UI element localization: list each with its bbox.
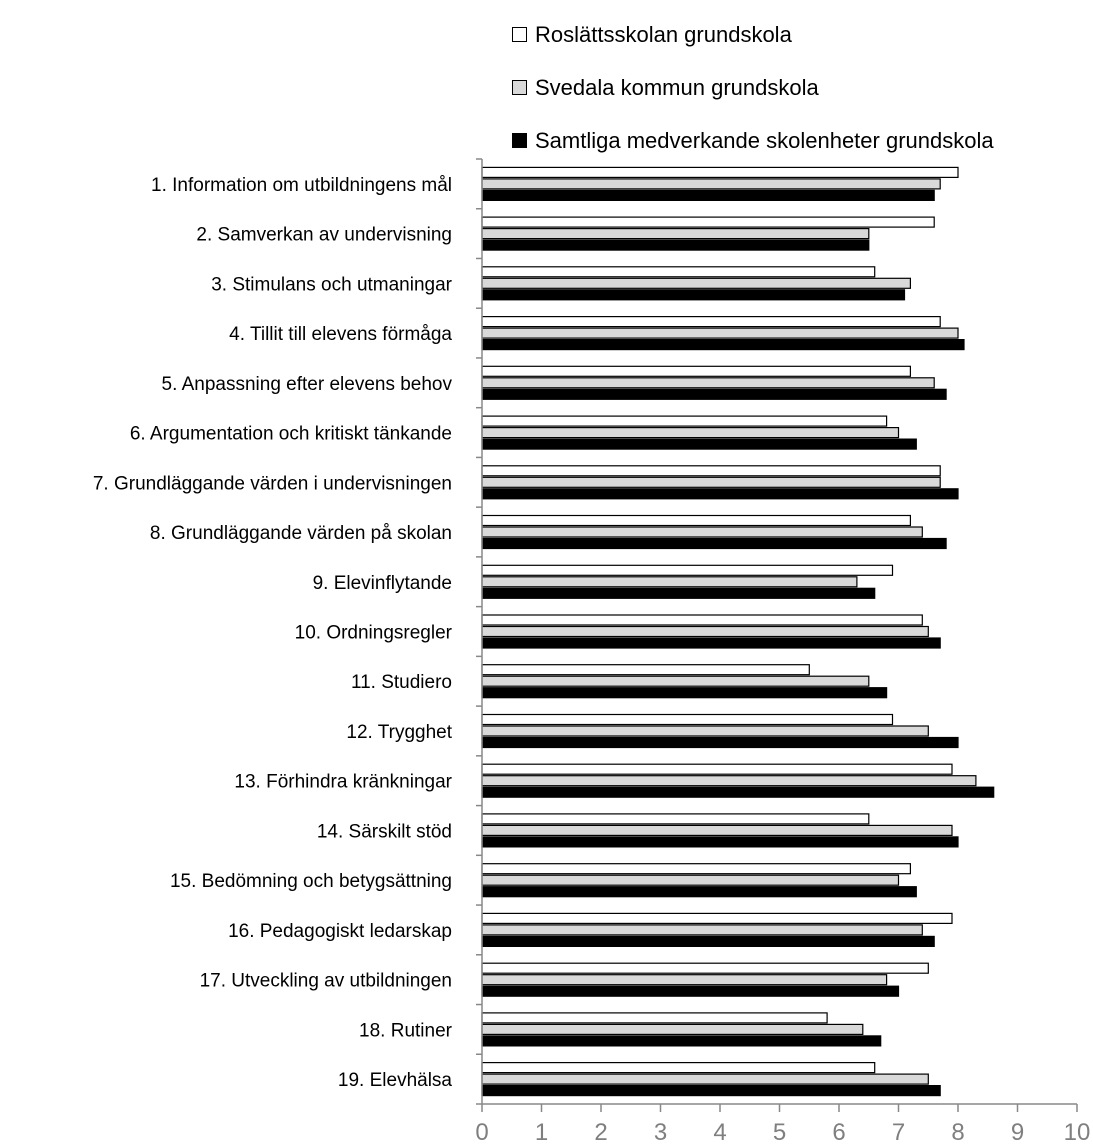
bar [481,974,888,986]
bar [481,339,965,351]
category-label: 9. Elevinflytande [313,573,452,594]
bar [481,874,900,886]
legend-item: Svedala kommun grundskola [512,61,994,114]
legend-swatch [512,27,527,42]
legend-label: Roslättsskolan grundskola [535,21,792,47]
x-tick-label: 2 [594,1119,607,1146]
legend-swatch [512,80,527,95]
bar [481,863,911,875]
bar [481,488,959,500]
x-tick-label: 10 [1064,1119,1091,1146]
category-label: 6. Argumentation och kritiskt tänkande [130,424,452,445]
category-label: 3. Stimulans och utmaningar [211,274,452,295]
bar [481,438,917,450]
bar [481,465,941,477]
bar [481,763,953,775]
bar [481,1023,864,1036]
category-label: 7. Grundläggande värden i undervisningen [93,473,452,494]
category-label: 10. Ordningsregler [295,623,453,644]
bar [481,178,941,190]
bar [481,388,947,400]
bar [481,289,906,301]
bar [481,625,929,638]
category-label: 2. Samverkan av undervisning [196,225,452,246]
bar [481,713,894,726]
x-tick-label: 5 [773,1119,786,1146]
category-label: 17. Utveckling av utbildningen [200,971,452,992]
category-label: 11. Studiero [351,672,452,693]
bar [481,985,900,997]
x-tick-label: 8 [951,1119,964,1146]
legend-item: Samtliga medverkande skolenheter grundsk… [512,114,994,167]
category-label: 5. Anpassning efter elevens behov [162,374,453,395]
category-label: 8. Grundläggande värden på skolan [150,523,452,544]
category-label: 13. Förhindra kränkningar [234,772,452,793]
bar [481,935,935,948]
bar [481,365,911,377]
bar [481,228,870,240]
bar [481,327,959,339]
x-tick-label: 0 [475,1119,488,1146]
bar [481,1073,929,1085]
bar [481,216,935,228]
bar [481,166,959,178]
bar [481,316,941,328]
category-label: 12. Trygghet [346,722,452,743]
category-label: 14. Särskilt stöd [317,821,452,842]
x-tick-label: 1 [535,1119,548,1146]
legend-item: Roslättsskolan grundskola [512,8,994,61]
bar [481,564,894,576]
bar [481,886,917,898]
category-label: 4. Tillit till elevens förmåga [229,324,452,345]
x-tick-label: 9 [1011,1119,1024,1146]
bar [481,813,870,825]
bar [481,1012,828,1024]
bar [481,786,995,798]
bar [481,614,923,626]
bar [481,277,911,289]
category-label: 1. Information om utbildningens mål [151,175,452,196]
bar [481,377,935,389]
category-label: 15. Bedömning och betygsättning [170,871,452,892]
bar [481,637,941,649]
bar [481,924,923,936]
bar [481,1084,941,1097]
chart-legend: Roslättsskolan grundskola Svedala kommun … [512,8,994,167]
bar [481,824,953,837]
bar [481,962,929,974]
x-tick-label: 7 [892,1119,905,1146]
bar [481,912,953,925]
x-tick-label: 4 [713,1119,726,1146]
bar [481,427,900,439]
bar [481,836,959,848]
category-label: 19. Elevhälsa [338,1070,453,1091]
bar [481,526,923,538]
bar [481,587,876,599]
bar [481,775,977,787]
bar [481,687,888,699]
category-label: 16. Pedagogiskt ledarskap [228,921,452,942]
bar [481,189,935,201]
bar [481,476,941,488]
bar [481,675,870,687]
bar [481,1035,882,1047]
bar [481,736,959,749]
legend-swatch [512,133,527,148]
legend-label: Svedala kommun grundskola [535,74,819,100]
bar [481,415,888,427]
bar [481,725,929,737]
x-tick-label: 3 [654,1119,667,1146]
legend-label: Samtliga medverkande skolenheter grundsk… [535,127,994,153]
bar [481,239,870,251]
bar [481,266,876,278]
bar [481,537,947,550]
bar [481,576,858,588]
category-label: 18. Rutiner [359,1020,453,1041]
bar [481,514,911,527]
bar [481,664,810,676]
bar [481,1061,876,1074]
x-tick-label: 6 [832,1119,845,1146]
